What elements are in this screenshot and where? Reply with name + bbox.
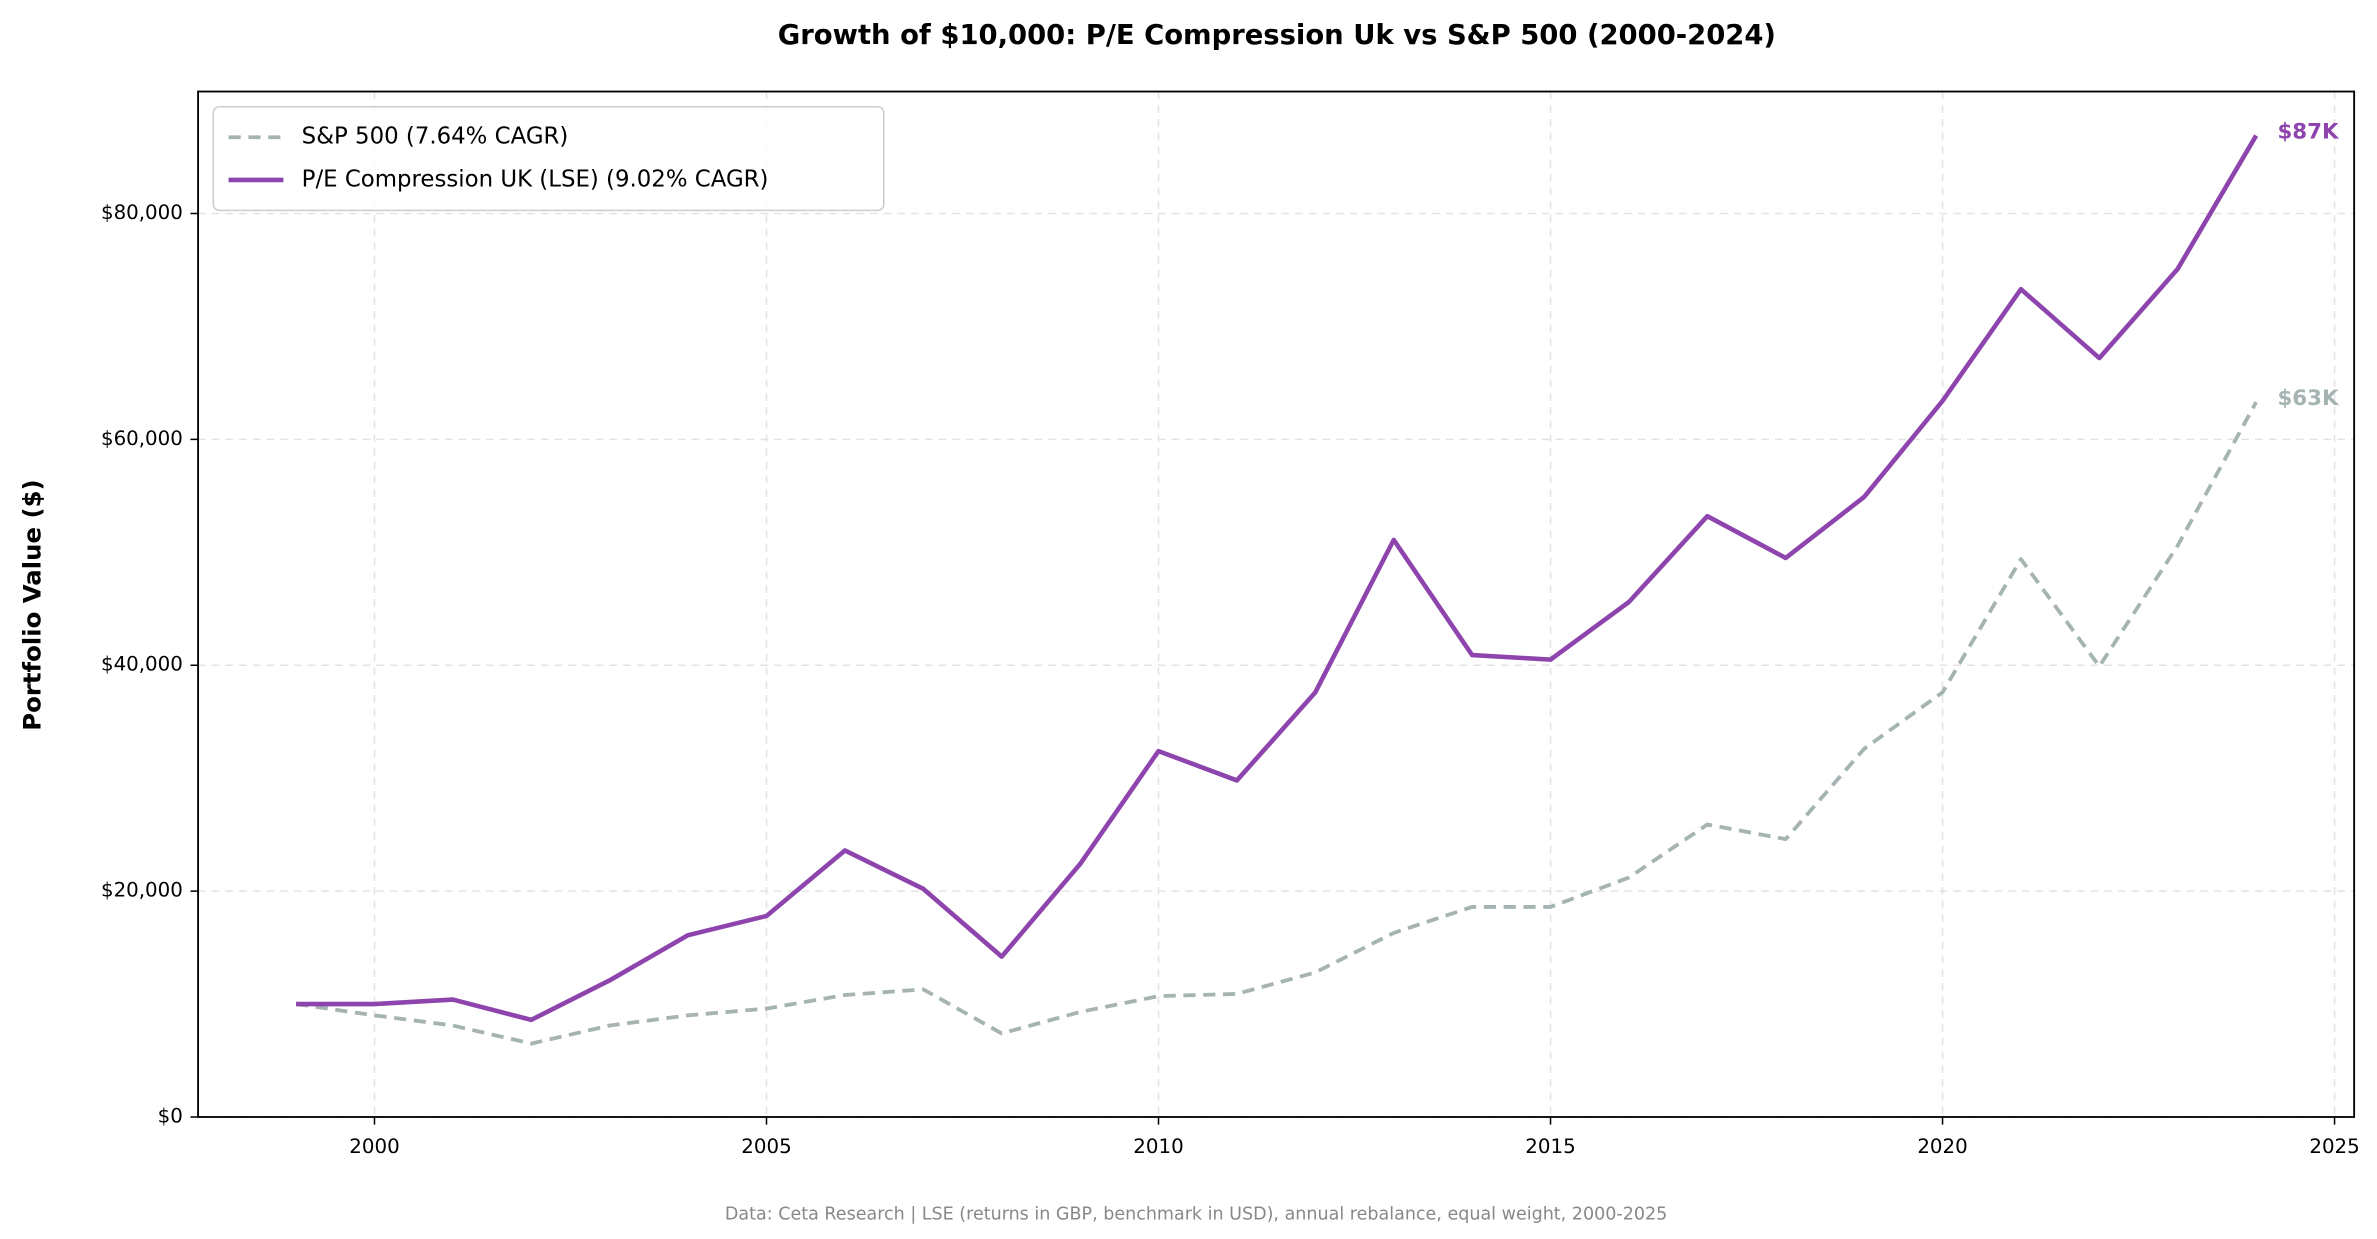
y-tick-label: $40,000 bbox=[101, 653, 183, 676]
source-note: Data: Ceta Research | LSE (returns in GB… bbox=[725, 1205, 1667, 1225]
plot-frame bbox=[197, 90, 2356, 1118]
y-axis-label: Portfolio Value ($) bbox=[18, 479, 47, 730]
x-tick-label: 2020 bbox=[1917, 1135, 1967, 1158]
chart-title: Growth of $10,000: P/E Compression Uk vs… bbox=[778, 20, 1776, 51]
x-tick-label: 2000 bbox=[349, 1135, 399, 1158]
x-tick-label: 2015 bbox=[1525, 1135, 1575, 1158]
series-line bbox=[296, 134, 2259, 1023]
x-tick-label: 2005 bbox=[741, 1135, 791, 1158]
end-label: $63K bbox=[2277, 386, 2340, 411]
legend-label: S&P 500 (7.64% CAGR) bbox=[302, 124, 569, 150]
x-tick-label: 2025 bbox=[2309, 1135, 2359, 1158]
y-tick-label: $60,000 bbox=[101, 427, 183, 450]
x-tick-label: 2010 bbox=[1133, 1135, 1183, 1158]
series-line bbox=[295, 401, 2258, 1046]
legend-box bbox=[212, 106, 885, 212]
legend: S&P 500 (7.64% CAGR) P/E Compression UK (… bbox=[212, 106, 885, 212]
end-label: $87K bbox=[2277, 120, 2340, 145]
y-tick-label: $20,000 bbox=[101, 879, 183, 902]
y-tick-label: $0 bbox=[158, 1104, 183, 1127]
y-tick-label: $80,000 bbox=[101, 201, 183, 224]
legend-label: P/E Compression UK (LSE) (9.02% CAGR) bbox=[302, 166, 769, 192]
